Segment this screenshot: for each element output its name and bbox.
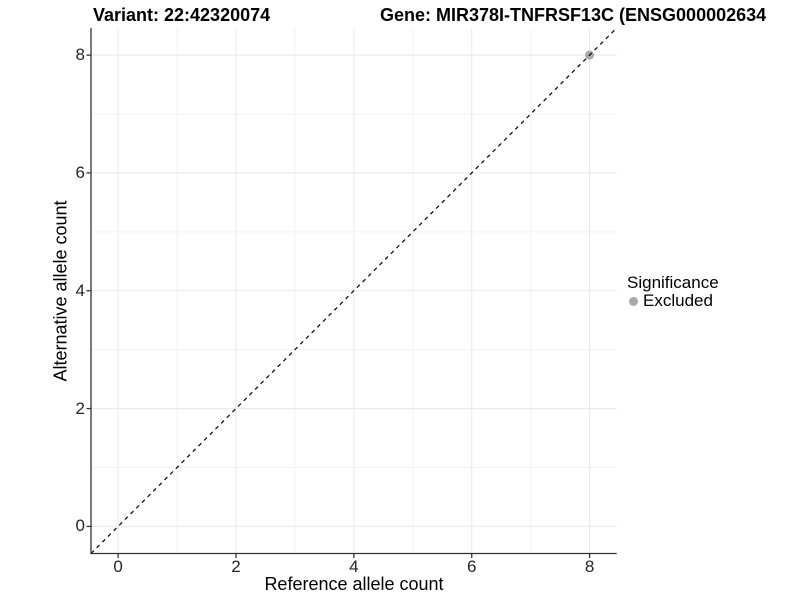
x-tick-label: 6 — [466, 557, 477, 576]
tick-marks — [86, 54, 591, 558]
x-axis-title: Reference allele count — [264, 574, 444, 594]
legend: Significance Excluded — [627, 273, 719, 311]
y-tick-label: 6 — [75, 162, 85, 182]
legend-entry-label: Excluded — [643, 291, 713, 310]
variant-title: Variant: 22:42320074 — [93, 5, 271, 25]
y-tick-label: 8 — [75, 45, 85, 65]
x-tick-label: 0 — [113, 557, 123, 576]
y-tick-label: 2 — [75, 398, 85, 418]
gene-title: Gene: MIR378I-TNFRSF13C (ENSG000002634 — [380, 5, 767, 25]
legend-entry: Excluded — [627, 291, 719, 310]
y-axis-title: Alternative allele count — [50, 200, 71, 382]
x-tick-label: 4 — [349, 557, 359, 576]
legend-entries: Excluded — [627, 291, 719, 310]
y-tick-label: 0 — [75, 516, 85, 536]
legend-title: Significance — [627, 273, 719, 292]
y-tick-label: 4 — [75, 280, 85, 300]
legend-key-dot — [629, 296, 638, 306]
x-tick-label: 2 — [231, 557, 241, 576]
x-tick-label: 8 — [584, 557, 595, 576]
identity-line — [90, 27, 618, 554]
